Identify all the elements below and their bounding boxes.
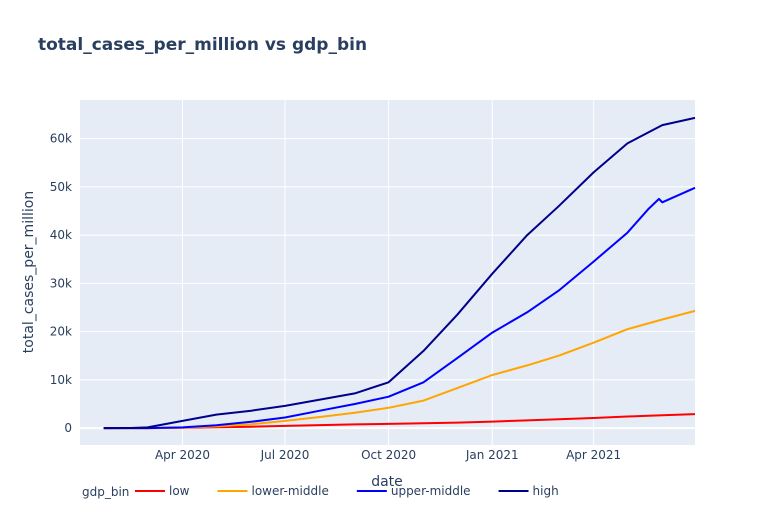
grid (80, 100, 695, 445)
plot-area (80, 100, 695, 445)
x-tick-label: Jan 2021 (465, 448, 519, 462)
y-tick-label: 30k (50, 276, 72, 290)
y-axis-ticks: 0 10k 20k 30k 40k 50k 60k (50, 132, 72, 436)
x-tick-label: Apr 2020 (155, 448, 210, 462)
x-tick-label: Apr 2021 (566, 448, 621, 462)
legend-label-upper-middle: upper-middle (391, 484, 471, 498)
legend-label-lower-middle: lower-middle (252, 484, 329, 498)
series-line-high (103, 116, 696, 430)
y-tick-label: 60k (50, 132, 72, 146)
series-lines (103, 116, 696, 430)
x-axis-label: date (371, 474, 403, 490)
y-tick-label: 40k (50, 228, 72, 242)
chart-title: total_cases_per_million vs gdp_bin (38, 35, 367, 55)
series-line-lower-middle (103, 309, 696, 430)
y-axis-label: total_cases_per_million (21, 191, 37, 353)
x-tick-label: Oct 2020 (361, 448, 416, 462)
y-tick-label: 0 (64, 421, 72, 435)
x-axis-ticks: Apr 2020 Jul 2020 Oct 2020 Jan 2021 Apr 2021 (155, 448, 621, 462)
y-tick-label: 50k (50, 180, 72, 194)
series-line-upper-middle (103, 186, 696, 430)
y-tick-label: 10k (50, 373, 72, 387)
legend-label-low: low (169, 484, 190, 498)
legend: gdp_bin low lower-middle upper-middle high (82, 484, 559, 499)
y-tick-label: 20k (50, 325, 72, 339)
legend-title: gdp_bin (82, 485, 129, 499)
x-tick-label: Jul 2020 (260, 448, 310, 462)
legend-label-high: high (533, 484, 559, 498)
